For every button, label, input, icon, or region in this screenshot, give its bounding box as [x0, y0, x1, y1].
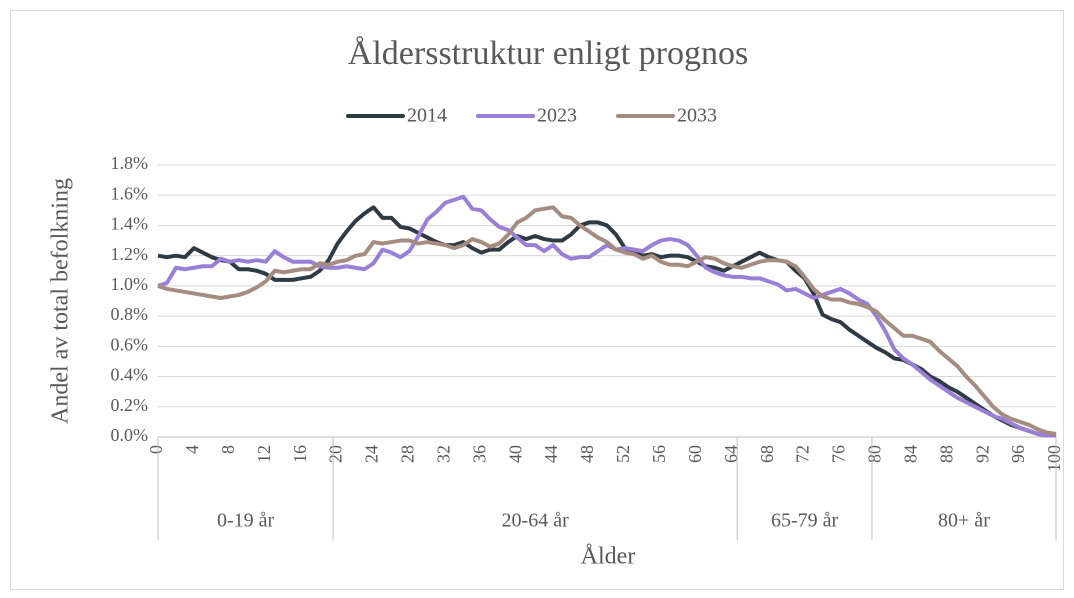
legend-label: 2023	[537, 105, 577, 127]
y-axis-label: Andel av total befolkning	[48, 178, 74, 424]
x-tick-label: 60	[685, 445, 705, 463]
legend-label: 2033	[677, 105, 717, 127]
x-tick-label: 24	[362, 445, 382, 463]
y-tick-label: 1.2%	[111, 244, 149, 264]
x-tick-label: 28	[398, 445, 418, 463]
x-tick-label: 44	[541, 445, 561, 463]
y-tick-label: 1.4%	[111, 214, 149, 234]
x-group-label: 80+ år	[938, 510, 990, 532]
x-tick-label: 68	[757, 445, 777, 463]
x-tick-label: 4	[182, 445, 202, 454]
x-tick-label: 76	[829, 445, 849, 463]
x-tick-label: 40	[505, 445, 525, 463]
y-tick-label: 1.8%	[111, 153, 149, 173]
x-group-label: 20-64 år	[502, 510, 570, 532]
x-tick-label: 88	[936, 445, 956, 463]
x-tick-label: 52	[613, 445, 633, 463]
x-tick-label: 16	[290, 445, 310, 463]
x-tick-label: 12	[254, 445, 274, 463]
x-tick-label: 48	[577, 445, 597, 463]
y-tick-label: 0.6%	[111, 334, 149, 354]
x-tick-label: 80	[865, 445, 885, 463]
x-tick-label: 32	[433, 445, 453, 463]
x-tick-label: 84	[900, 445, 920, 463]
y-tick-label: 0.8%	[111, 304, 149, 324]
x-tick-label: 20	[326, 445, 346, 463]
chart-title: Åldersstruktur enligt prognos	[348, 35, 748, 72]
x-tick-label: 8	[218, 445, 238, 454]
x-axis-label: Ålder	[581, 544, 636, 570]
y-tick-label: 0.0%	[111, 425, 149, 445]
x-group-label: 0-19 år	[217, 510, 275, 532]
y-tick-label: 0.4%	[111, 365, 149, 385]
x-tick-label: 64	[721, 445, 741, 463]
x-tick-label: 72	[793, 445, 813, 463]
x-tick-label: 92	[972, 445, 992, 463]
y-tick-label: 1.6%	[111, 183, 149, 203]
chart-border	[10, 10, 1064, 590]
x-tick-label: 100	[1044, 445, 1064, 472]
x-tick-label: 96	[1008, 445, 1028, 463]
y-tick-label: 1.0%	[111, 274, 149, 294]
x-tick-label: 56	[649, 445, 669, 463]
series-line	[157, 194, 1056, 438]
series-line	[157, 205, 1057, 436]
legend-label: 2014	[407, 105, 447, 127]
x-group-label: 65-79 år	[771, 510, 839, 532]
x-tick-label: 0	[146, 445, 166, 454]
x-tick-label: 36	[469, 445, 489, 463]
y-tick-label: 0.2%	[111, 395, 149, 415]
